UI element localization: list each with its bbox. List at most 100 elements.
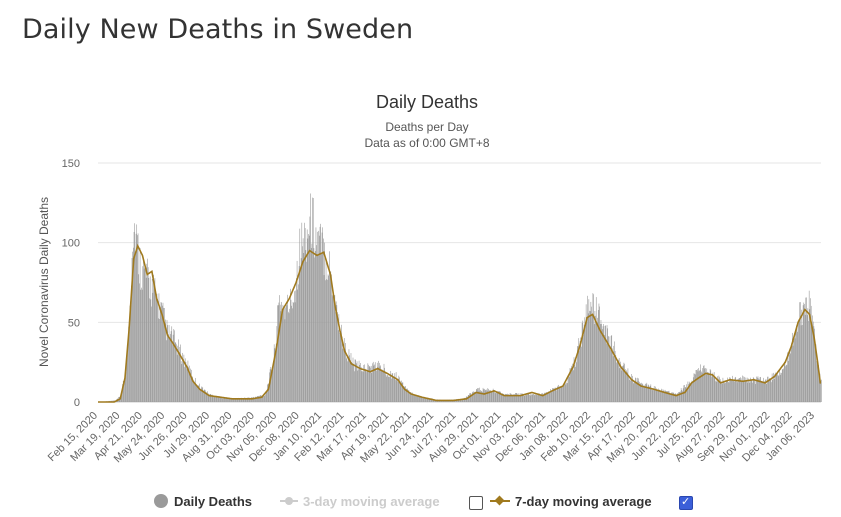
daily-death-bar	[363, 365, 365, 402]
daily-death-bar	[808, 290, 810, 402]
daily-death-bar	[186, 368, 187, 402]
daily-death-bar	[176, 344, 177, 402]
daily-death-bar	[504, 395, 505, 402]
daily-death-bar	[511, 393, 512, 402]
daily-death-bar	[754, 383, 756, 402]
daily-death-bar	[325, 259, 327, 402]
daily-death-bar	[323, 275, 325, 402]
daily-death-bar	[200, 389, 202, 402]
daily-death-bar	[248, 397, 249, 402]
daily-death-bar	[221, 396, 222, 402]
daily-death-bar	[337, 330, 339, 402]
daily-death-bar	[728, 382, 730, 402]
daily-death-bar	[647, 387, 648, 402]
daily-death-bar	[625, 371, 627, 402]
daily-death-bar	[503, 393, 505, 402]
daily-death-bar	[162, 305, 163, 402]
daily-deaths-chart: Daily Deaths Deaths per Day Data as of 0…	[37, 92, 822, 465]
daily-death-bar	[761, 381, 762, 402]
daily-death-bar	[124, 375, 126, 402]
daily-death-bar	[601, 324, 602, 402]
daily-death-bar	[312, 198, 314, 402]
daily-death-bar	[507, 394, 509, 402]
daily-death-bar	[652, 388, 654, 402]
daily-death-bar	[460, 399, 462, 402]
daily-death-bar	[627, 368, 629, 402]
daily-death-bar	[263, 395, 265, 402]
daily-death-bar	[642, 383, 644, 402]
daily-deaths-bars	[99, 193, 822, 402]
daily-death-bar	[814, 347, 816, 402]
3day-average-checkbox[interactable]	[469, 496, 483, 510]
daily-death-bar	[219, 396, 220, 402]
daily-death-bar	[804, 314, 806, 402]
daily-death-bar	[385, 374, 387, 402]
daily-death-bar	[500, 393, 502, 402]
daily-death-bar	[629, 377, 631, 402]
grid-lines	[98, 162, 821, 403]
daily-death-bar	[304, 222, 305, 402]
daily-death-bar	[580, 337, 582, 402]
daily-death-bar	[619, 368, 621, 402]
7day-average-checkbox[interactable]	[679, 495, 693, 510]
daily-death-bar	[763, 377, 764, 402]
daily-death-bar	[256, 396, 257, 402]
daily-death-bar	[380, 365, 381, 402]
daily-death-bar	[358, 360, 360, 402]
daily-death-bar	[769, 378, 770, 402]
daily-death-bar	[159, 318, 160, 402]
daily-death-bar	[604, 325, 606, 402]
daily-death-bar	[386, 376, 387, 402]
daily-death-bar	[384, 367, 385, 402]
daily-death-bar	[339, 332, 340, 402]
daily-death-bar	[172, 344, 173, 402]
daily-death-bar	[169, 339, 171, 402]
daily-death-bar	[365, 368, 367, 402]
daily-death-bar	[723, 383, 725, 402]
daily-death-bar	[783, 361, 785, 402]
daily-death-bar	[137, 233, 139, 402]
daily-death-bar	[592, 293, 594, 402]
daily-death-bar	[165, 319, 166, 402]
legend-daily-deaths[interactable]: Daily Deaths	[154, 490, 252, 514]
daily-death-bar	[246, 398, 247, 402]
daily-death-bar	[238, 398, 240, 402]
daily-death-bar	[670, 394, 671, 402]
daily-death-bar	[510, 393, 511, 402]
daily-death-bar	[717, 376, 718, 402]
daily-death-bar	[547, 393, 549, 402]
daily-death-bar	[597, 309, 599, 402]
daily-death-bar	[785, 365, 787, 402]
daily-death-bar	[679, 391, 681, 402]
legend-3day-average[interactable]: 3-day moving average	[280, 490, 440, 514]
daily-death-bar	[790, 346, 792, 402]
daily-death-bar	[591, 306, 592, 402]
daily-death-bar	[634, 381, 635, 402]
daily-death-bar	[651, 389, 652, 402]
daily-death-bar	[400, 384, 402, 402]
daily-death-bar	[496, 391, 497, 402]
daily-death-bar	[591, 315, 593, 402]
daily-death-bar	[537, 394, 539, 402]
daily-death-bar	[209, 394, 210, 402]
daily-death-bar	[815, 344, 817, 402]
daily-death-bar	[598, 303, 600, 402]
daily-death-bar	[407, 390, 409, 402]
daily-death-bar	[480, 391, 482, 402]
daily-death-bar	[663, 390, 664, 402]
daily-death-bar	[415, 395, 416, 402]
daily-death-bar	[697, 369, 698, 402]
daily-death-bar	[792, 332, 793, 402]
legend-7day-average[interactable]: 7-day moving average	[490, 490, 652, 514]
daily-death-bar	[780, 372, 782, 402]
daily-death-bar	[477, 388, 478, 402]
daily-death-bar	[665, 390, 666, 402]
daily-death-bar	[429, 398, 431, 402]
daily-death-bar	[313, 248, 315, 402]
daily-death-bar	[182, 361, 184, 402]
daily-death-bar	[254, 396, 256, 402]
daily-death-bar	[275, 343, 277, 402]
daily-death-bar	[630, 380, 631, 402]
daily-death-bar	[701, 371, 702, 402]
daily-death-bar	[595, 297, 597, 402]
